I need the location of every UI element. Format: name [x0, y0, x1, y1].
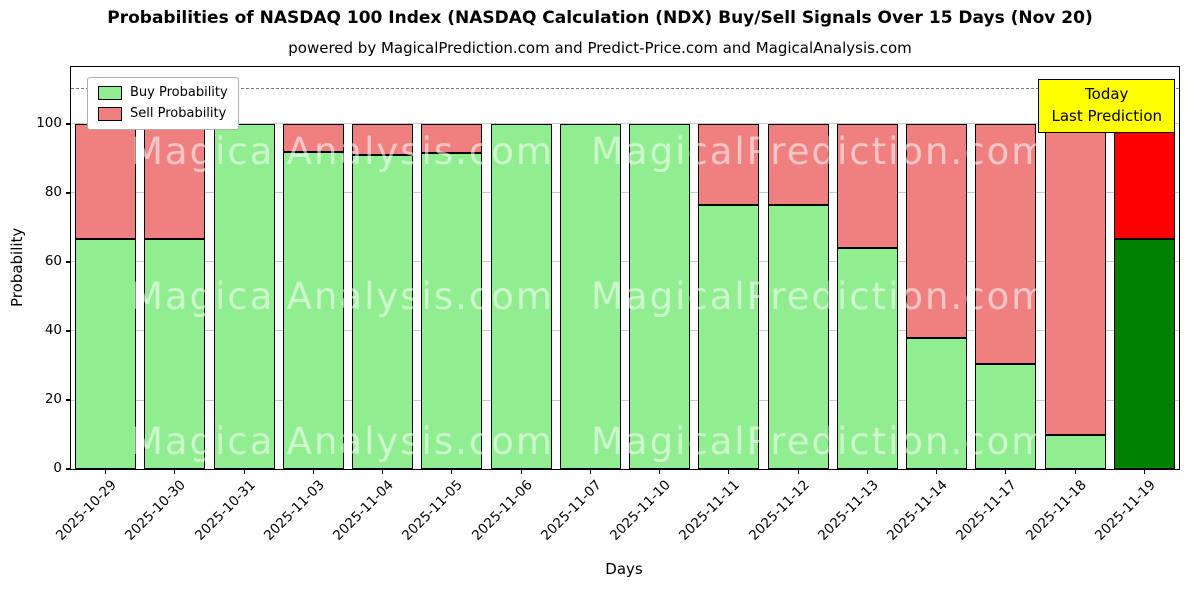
x-tick-label-text: 2025-11-19 — [1091, 477, 1159, 544]
bar-segment-buy — [906, 337, 968, 469]
bar-segment-sell — [767, 123, 829, 206]
bar-segment-buy — [836, 248, 898, 469]
y-tick-label: 80 — [44, 183, 62, 200]
chart-title: Probabilities of NASDAQ 100 Index (NASDA… — [107, 8, 1093, 28]
x-tick-mark — [1143, 470, 1145, 474]
bar-segment-sell — [836, 123, 898, 249]
x-tick-label-text: 2025-11-05 — [399, 477, 467, 544]
bar-segment-sell — [906, 123, 968, 338]
x-axis-label: Days — [605, 560, 643, 578]
x-tick-label-text: 2025-10-31 — [191, 477, 259, 544]
watermark-text: MagicalPrediction.com — [591, 275, 1050, 318]
gridline — [71, 261, 1179, 263]
bar-segment-sell — [75, 123, 137, 239]
x-tick-mark — [659, 470, 661, 474]
annotation-line-2: Last Prediction — [1051, 106, 1162, 125]
x-tick-label-text: 2025-11-07 — [537, 477, 605, 544]
x-tick-label-text: 2025-11-18 — [1022, 477, 1090, 544]
x-tick-mark — [312, 470, 314, 474]
bar-segment-sell — [282, 123, 344, 152]
x-tick-mark — [105, 470, 107, 474]
x-tick-mark — [382, 470, 384, 474]
gridline — [71, 123, 1179, 125]
bar-segment-buy — [213, 123, 275, 469]
x-tick-label-text: 2025-11-11 — [676, 477, 744, 544]
bar-segment-buy — [1113, 238, 1175, 469]
y-tick-label: 20 — [44, 390, 62, 407]
bar-segment-buy — [1044, 434, 1106, 469]
bar-segment-buy — [144, 238, 206, 469]
bar-segment-buy — [975, 363, 1037, 469]
x-tick-mark — [243, 470, 245, 474]
x-tick-mark — [797, 470, 799, 474]
x-tick-mark — [589, 470, 591, 474]
y-tick-mark — [66, 468, 70, 470]
watermark-text: MagicalPrediction.com — [591, 130, 1050, 173]
x-tick-mark — [520, 470, 522, 474]
bar-segment-buy — [421, 153, 483, 469]
gridline — [71, 330, 1179, 332]
buy-legend-swatch — [98, 85, 122, 100]
bar-segment-buy — [629, 123, 691, 469]
bar-segment-buy — [559, 123, 621, 469]
bar-segment-buy — [352, 155, 414, 469]
x-tick-mark — [1074, 470, 1076, 474]
watermark-text: MagicalAnalysis.com — [131, 275, 554, 318]
watermark-text: MagicalPrediction.com — [591, 420, 1050, 463]
today-annotation: Today Last Prediction — [1038, 79, 1175, 133]
y-tick-label: 100 — [36, 114, 62, 131]
bar-segment-sell — [1113, 123, 1175, 239]
x-tick-label-text: 2025-10-30 — [122, 477, 190, 544]
y-tick-label: 0 — [53, 460, 62, 476]
x-tick-mark — [728, 470, 730, 474]
x-tick-label-text: 2025-11-14 — [884, 477, 951, 544]
y-tick-mark — [66, 261, 70, 263]
x-tick-label-text: 2025-11-13 — [814, 477, 882, 544]
y-tick-mark — [66, 123, 70, 125]
x-tick-label-text: 2025-11-06 — [468, 477, 536, 544]
bar-segment-buy — [282, 151, 344, 469]
bar-segment-buy — [75, 238, 137, 469]
bar-segment-sell — [975, 123, 1037, 364]
x-tick-label-text: 2025-10-29 — [53, 477, 120, 544]
bar-segment-sell — [352, 123, 414, 155]
x-tick-mark — [451, 470, 453, 474]
legend-item-buy: Buy Probability — [98, 85, 228, 100]
x-tick-mark — [174, 470, 176, 474]
y-tick-mark — [66, 399, 70, 401]
x-tick-label-text: 2025-11-12 — [745, 477, 813, 544]
x-tick-mark — [1005, 470, 1007, 474]
legend-item-sell: Sell Probability — [98, 106, 228, 121]
plot-area: Buy Probability Sell Probability Today L… — [70, 66, 1180, 470]
gridline — [71, 399, 1179, 401]
x-tick-mark — [936, 470, 938, 474]
chart-subtitle: powered by MagicalPrediction.com and Pre… — [288, 39, 912, 57]
bar-segment-buy — [490, 123, 552, 469]
watermark-text: MagicalAnalysis.com — [131, 420, 554, 463]
watermark-text: MagicalAnalysis.com — [131, 130, 554, 173]
x-tick-label-text: 2025-11-17 — [953, 477, 1021, 544]
y-tick-mark — [66, 330, 70, 332]
bar-segment-buy — [698, 205, 760, 469]
annotation-line-1: Today — [1085, 85, 1129, 103]
dashed-threshold-line — [71, 88, 1179, 90]
bar-segment-sell — [421, 123, 483, 154]
x-tick-label-text: 2025-11-03 — [260, 477, 328, 544]
bar-segment-sell — [698, 123, 760, 206]
sell-legend-swatch — [98, 106, 122, 121]
sell-legend-label: Sell Probability — [130, 106, 227, 121]
bar-segment-sell — [144, 123, 206, 239]
legend: Buy Probability Sell Probability — [87, 77, 239, 130]
x-tick-label-text: 2025-11-10 — [607, 477, 674, 544]
y-tick-label: 40 — [44, 321, 62, 338]
bar-segment-buy — [767, 205, 829, 469]
buy-legend-label: Buy Probability — [130, 85, 228, 100]
bar-segment-sell — [1044, 123, 1106, 435]
y-tick-mark — [66, 192, 70, 194]
x-tick-label-text: 2025-11-04 — [330, 477, 397, 544]
x-tick-mark — [866, 470, 868, 474]
y-tick-label: 60 — [44, 252, 62, 269]
gridline — [71, 192, 1179, 194]
